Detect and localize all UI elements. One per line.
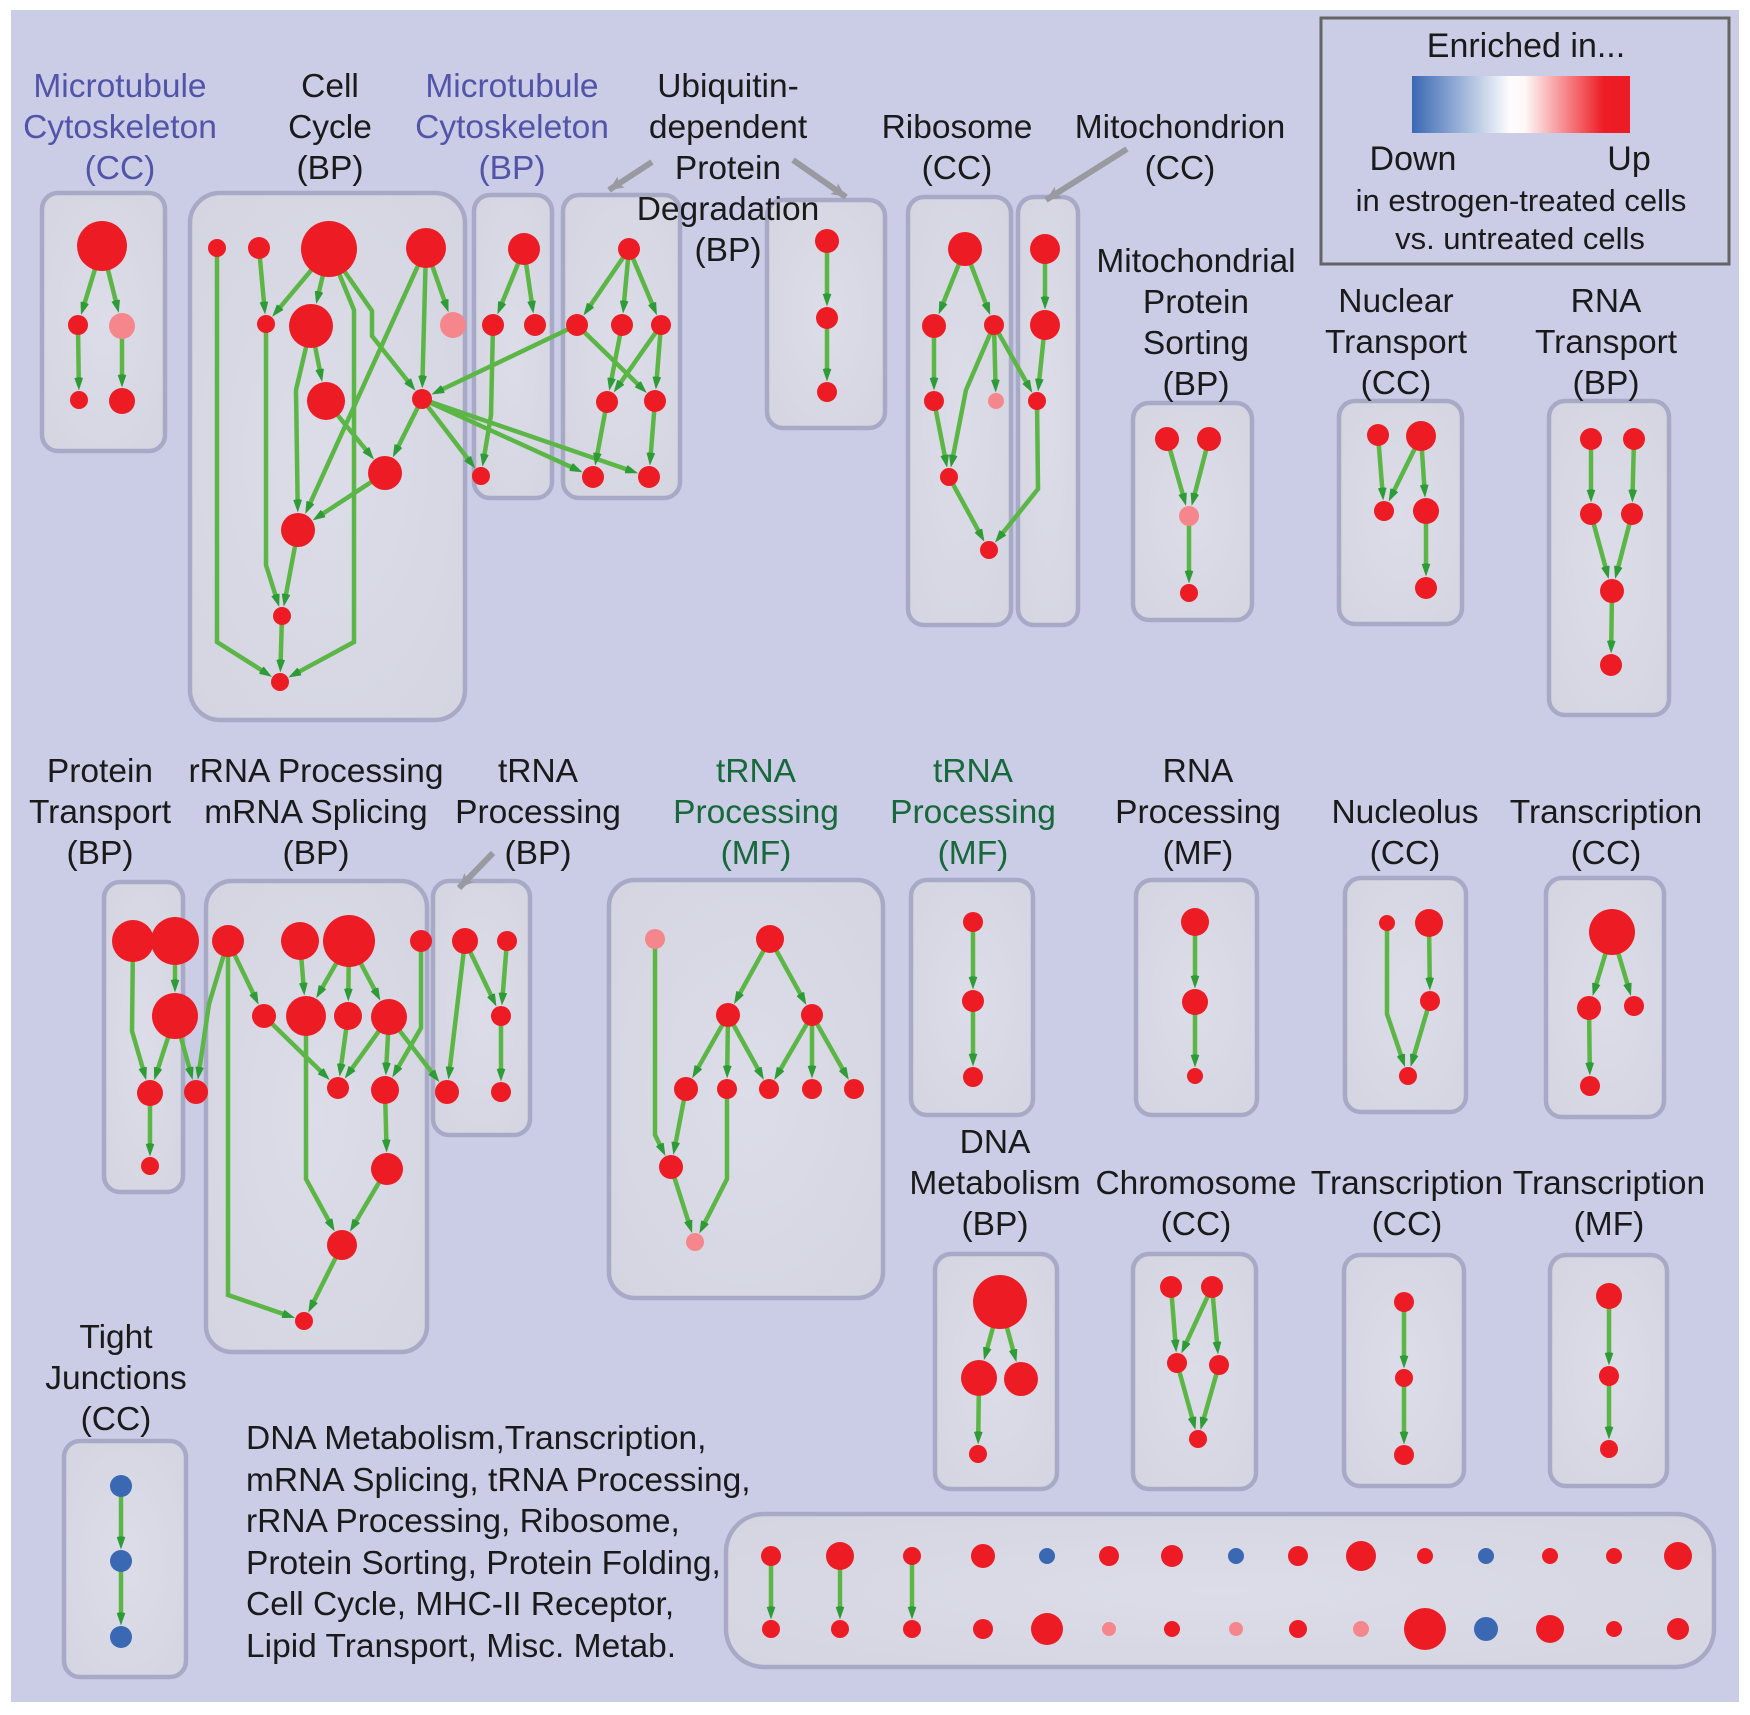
svg-text:Transcription: Transcription [1311,1165,1503,1202]
svg-text:Protein: Protein [1143,284,1249,321]
svg-text:(MF): (MF) [1574,1206,1645,1243]
svg-text:Cell: Cell [301,68,359,105]
svg-text:Degradation: Degradation [637,191,820,228]
svg-text:Mitochondrial: Mitochondrial [1096,243,1295,280]
svg-text:Tight: Tight [79,1319,153,1356]
svg-text:Nucleolus: Nucleolus [1331,794,1478,831]
svg-text:(BP): (BP) [67,835,134,872]
svg-text:(BP): (BP) [1163,366,1230,403]
svg-text:Junctions: Junctions [45,1360,187,1397]
svg-text:Processing: Processing [1115,794,1281,831]
svg-text:Protein Sorting, Protein Foldi: Protein Sorting, Protein Folding, [246,1545,721,1582]
svg-text:(CC): (CC) [1571,835,1642,872]
svg-text:(BP): (BP) [283,835,350,872]
svg-text:(BP): (BP) [962,1206,1029,1243]
svg-text:(MF): (MF) [721,835,792,872]
svg-text:dependent: dependent [649,109,808,146]
svg-text:(CC): (CC) [81,1401,152,1438]
svg-text:Down: Down [1370,140,1457,178]
svg-text:(BP): (BP) [297,150,364,187]
svg-text:DNA: DNA [960,1124,1031,1161]
svg-text:Protein: Protein [47,753,153,790]
svg-text:DNA Metabolism,Transcription,: DNA Metabolism,Transcription, [246,1420,706,1457]
svg-text:Ubiquitin-: Ubiquitin- [657,68,799,105]
svg-text:Processing: Processing [455,794,621,831]
svg-text:Transport: Transport [1325,324,1468,361]
svg-text:rRNA Processing: rRNA Processing [188,753,443,790]
svg-text:Processing: Processing [890,794,1056,831]
svg-text:Up: Up [1607,140,1650,178]
svg-text:Transcription: Transcription [1510,794,1702,831]
svg-text:mRNA Splicing: mRNA Splicing [204,794,427,831]
svg-text:Lipid Transport, Misc. Metab.: Lipid Transport, Misc. Metab. [246,1628,676,1665]
svg-text:(CC): (CC) [1145,150,1216,187]
svg-text:Enriched in...: Enriched in... [1427,27,1625,65]
svg-text:Cell Cycle, MHC-II Receptor,: Cell Cycle, MHC-II Receptor, [246,1586,674,1623]
svg-text:(CC): (CC) [1372,1206,1443,1243]
svg-text:(MF): (MF) [1163,835,1234,872]
svg-text:Chromosome: Chromosome [1095,1165,1296,1202]
svg-text:(BP): (BP) [479,150,546,187]
svg-text:RNA: RNA [1163,753,1234,790]
svg-text:(CC): (CC) [922,150,993,187]
svg-text:RNA: RNA [1571,283,1642,320]
svg-text:Protein: Protein [675,150,781,187]
svg-text:Cycle: Cycle [288,109,372,146]
svg-text:tRNA: tRNA [498,753,579,790]
svg-text:Nuclear: Nuclear [1338,283,1453,320]
svg-text:(BP): (BP) [695,232,762,269]
svg-text:Processing: Processing [673,794,839,831]
svg-text:(BP): (BP) [505,835,572,872]
svg-text:Microtubule: Microtubule [33,68,206,105]
svg-text:(BP): (BP) [1573,365,1640,402]
svg-text:rRNA Processing, Ribosome,: rRNA Processing, Ribosome, [246,1503,680,1540]
svg-text:(CC): (CC) [1161,1206,1232,1243]
svg-text:Transport: Transport [29,794,172,831]
svg-text:Metabolism: Metabolism [909,1165,1080,1202]
svg-text:Transport: Transport [1535,324,1678,361]
svg-text:Sorting: Sorting [1143,325,1249,362]
svg-text:Transcription: Transcription [1513,1165,1705,1202]
svg-text:Cytoskeleton: Cytoskeleton [415,109,609,146]
svg-text:Microtubule: Microtubule [425,68,598,105]
svg-text:(CC): (CC) [85,150,156,187]
svg-text:Cytoskeleton: Cytoskeleton [23,109,217,146]
svg-text:in estrogen-treated cells: in estrogen-treated cells [1356,183,1687,218]
svg-text:Ribosome: Ribosome [882,109,1033,146]
svg-text:tRNA: tRNA [933,753,1014,790]
svg-text:tRNA: tRNA [716,753,797,790]
svg-text:mRNA Splicing, tRNA Processing: mRNA Splicing, tRNA Processing, [246,1462,751,1499]
svg-text:(CC): (CC) [1370,835,1441,872]
svg-text:Mitochondrion: Mitochondrion [1075,109,1285,146]
svg-text:(MF): (MF) [938,835,1009,872]
svg-text:vs. untreated cells: vs. untreated cells [1395,221,1645,256]
svg-text:(CC): (CC) [1361,365,1432,402]
